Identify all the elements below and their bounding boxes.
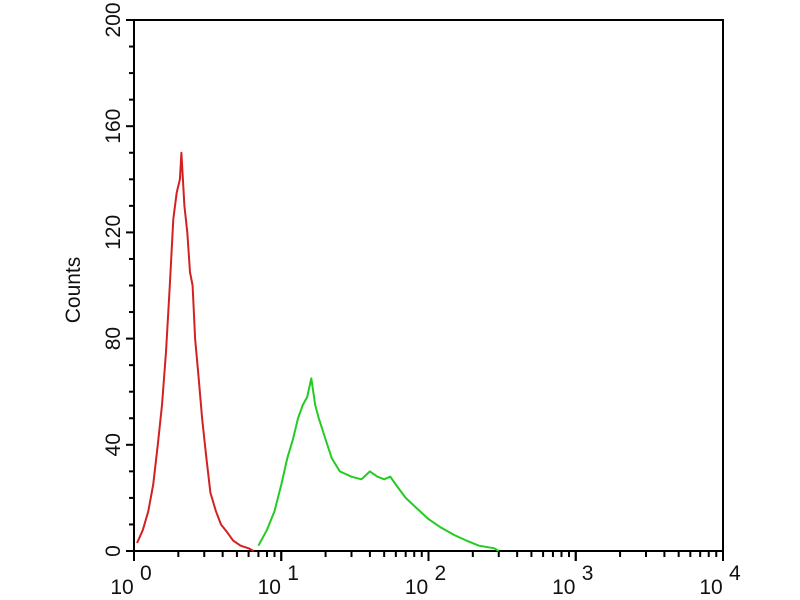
- y-tick-label: 0: [102, 545, 125, 557]
- histogram-series-1: [136, 151, 255, 552]
- x-tick-exponent: 3: [582, 562, 594, 585]
- x-tick-label: 10: [110, 576, 133, 599]
- x-tick-label: 10: [552, 576, 575, 599]
- x-tick-label: 10: [699, 576, 722, 599]
- y-tick-label: 120: [102, 215, 125, 250]
- y-tick-label: 160: [102, 109, 125, 144]
- y-tick-label: 200: [102, 2, 125, 37]
- x-tick-exponent: 0: [140, 562, 152, 585]
- y-tick-label: 80: [102, 327, 125, 350]
- x-tick-label: 10: [405, 576, 428, 599]
- x-tick-exponent: 2: [435, 562, 447, 585]
- y-axis-label: Counts: [62, 257, 85, 324]
- x-tick-label: 10: [258, 576, 281, 599]
- x-tick-exponent: 1: [287, 562, 299, 585]
- histogram-series-2: [257, 377, 500, 552]
- x-tick-exponent: 4: [729, 562, 741, 585]
- plot-frame: [133, 19, 724, 552]
- y-tick-label: 40: [102, 433, 125, 456]
